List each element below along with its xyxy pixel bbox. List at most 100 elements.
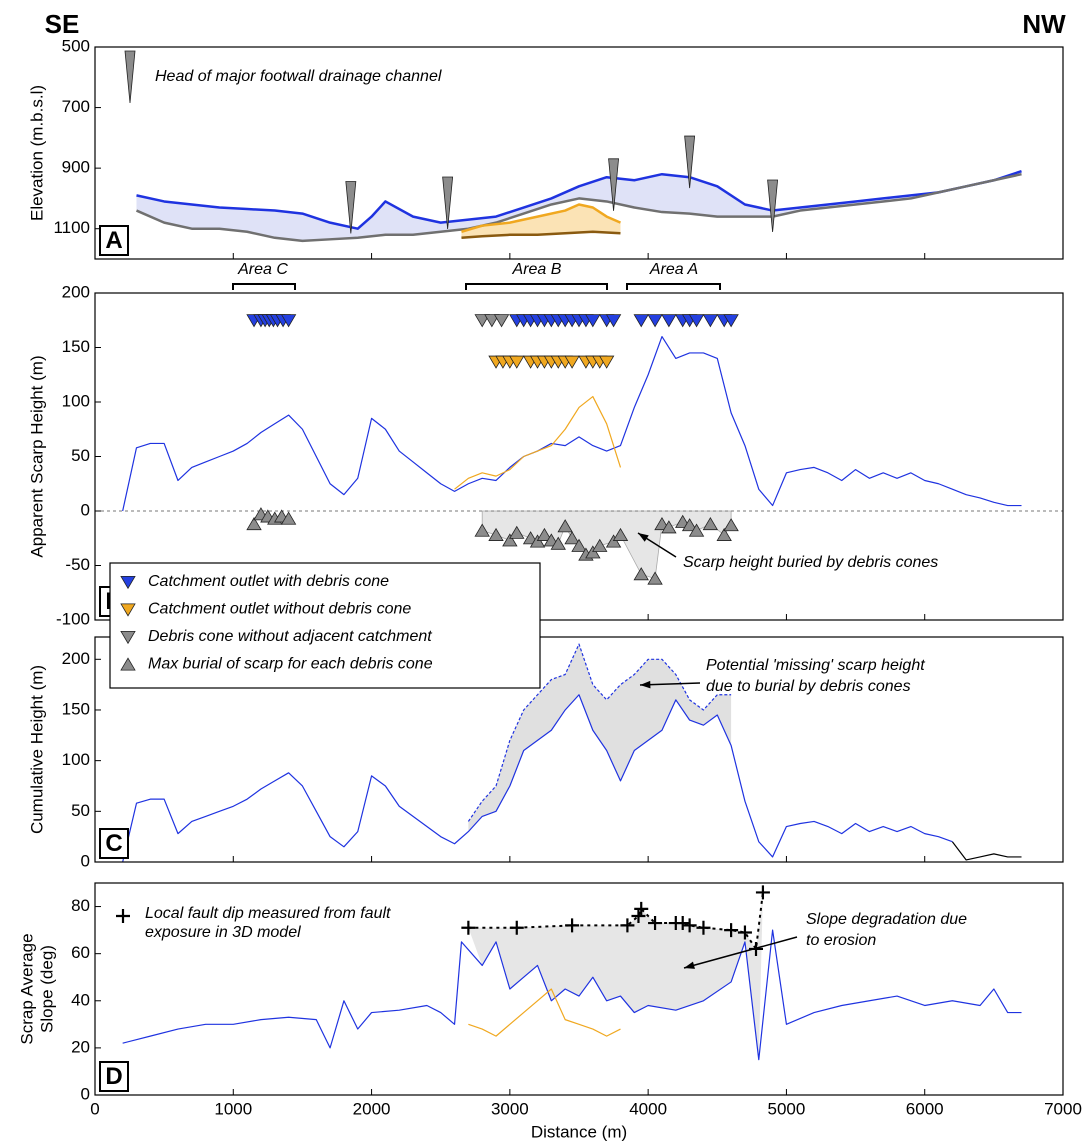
tri-down-marker [647,314,663,328]
tri-up-marker [688,523,705,537]
plus-marker [648,916,663,931]
annotation-arrow [683,936,798,969]
y-tick-label: -50 [65,555,90,574]
tri-down-marker [509,355,525,369]
area-label: Area C [237,261,288,278]
plus-marker [509,920,524,935]
y-axis-label: Elevation (m.b.s.l) [27,85,46,221]
y-tick-label: 20 [71,1037,90,1056]
bracket [232,283,296,290]
tri-up-marker [585,545,601,559]
y-tick-label: 50 [71,446,90,465]
y-tick-label: 200 [62,282,90,301]
series-line [122,336,1022,512]
legend: Local fault dip measured from fault expo… [116,905,391,941]
tri-down-marker [474,314,490,328]
plus-marker [737,925,752,940]
y-tick-label: -100 [56,609,90,628]
y-tick-label: 1100 [53,218,90,237]
tall-tri-down-marker [345,181,357,234]
series-line [454,395,622,490]
tri-down-marker [484,314,500,328]
tri-up-marker [681,518,698,532]
y-axis-label: Slope (deg) [37,945,56,1033]
tri-up-marker [536,527,553,541]
annotation: Scarp height buried by debris cones [683,554,938,571]
plot-frame [94,46,1064,260]
tri-down-marker [723,314,739,328]
legend-text-box: Local fault dip measured from fault expo… [145,905,391,941]
x-tick-label: 2000 [353,1099,391,1118]
tri-up-marker [502,533,518,547]
tri-down-marker [702,314,719,328]
x-tick-label: 3000 [491,1099,529,1118]
y-tick-label: 100 [62,391,90,410]
y-tick-label: 80 [71,896,90,915]
direction-label: NW [1022,9,1066,39]
x-tick-label: 6000 [906,1099,944,1118]
plus-marker [724,923,739,938]
tri-up-marker [246,516,262,531]
tri-up-marker [550,536,566,550]
tri-up-marker [605,534,622,548]
y-tick-label: 200 [62,649,90,668]
area-label: Area A [649,261,698,278]
legend-marker [120,631,136,645]
tri-down-marker [280,314,297,328]
tri-up-marker [280,511,297,525]
x-tick-label: 0 [90,1099,99,1118]
x-tick-label: 7000 [1044,1099,1082,1118]
series-line [461,203,621,233]
plot-frame [94,882,1064,1096]
legend-text: Debris cone without adjacent catchment [148,628,432,645]
tri-down-marker [661,314,677,328]
panel-letter: A [105,227,122,254]
x-axis-label: Distance (m) [531,1122,627,1141]
x-tick-label: 5000 [768,1099,806,1118]
series-line [951,841,1022,861]
plot-frame [94,636,1064,863]
y-tick-label: 150 [62,699,90,718]
series-line [122,694,953,863]
y-tick-label: 100 [62,750,90,769]
tri-up-marker [716,527,732,541]
fill-area [468,644,732,832]
tri-down-marker [493,314,510,328]
area-label: Area B [512,261,562,278]
series-line [122,929,1022,1061]
plus-marker [634,901,649,916]
tri-up-marker [474,523,490,537]
y-tick-label: 40 [71,990,90,1009]
y-axis-label: Apparent Scarp Height (m) [27,355,46,557]
y-tick-label: 50 [71,801,90,820]
plus-marker [682,918,697,933]
tri-up-marker [571,538,587,552]
plus-marker [696,920,711,935]
panel-letter-box [99,828,129,859]
y-tick-label: 0 [81,500,90,519]
panel: 500 700 900 1100 Elevation (m.b.s.l) A [27,36,1064,260]
area-brackets [232,283,721,290]
tri-down-marker [564,355,580,369]
annotation: Slope degradation due [806,911,967,928]
annotation: Potential 'missing' scarp height [706,657,925,674]
panel-letter: D [105,1063,122,1090]
plus-marker [675,916,690,931]
legend-text: Catchment outlet without debris cone [148,601,411,618]
panel-letter-box [99,225,129,256]
tri-down-marker [605,314,622,328]
plus-marker [565,918,580,933]
legend-marker [120,603,136,617]
tri-down-marker [633,314,649,328]
bracket [465,283,608,290]
legend-marker [120,576,136,590]
tall-tri-down-marker [442,176,454,230]
x-tick-label: 1000 [214,1099,252,1118]
legend-text: Max burial of scarp for each debris cone [148,656,433,673]
legend-text: Local fault dip measured from fault expo… [145,905,391,941]
y-tick-label: 0 [81,1084,90,1103]
legend-marker [124,50,136,104]
y-tick-label: 60 [71,943,90,962]
series-line [135,172,1022,243]
tri-up-marker [557,519,573,533]
